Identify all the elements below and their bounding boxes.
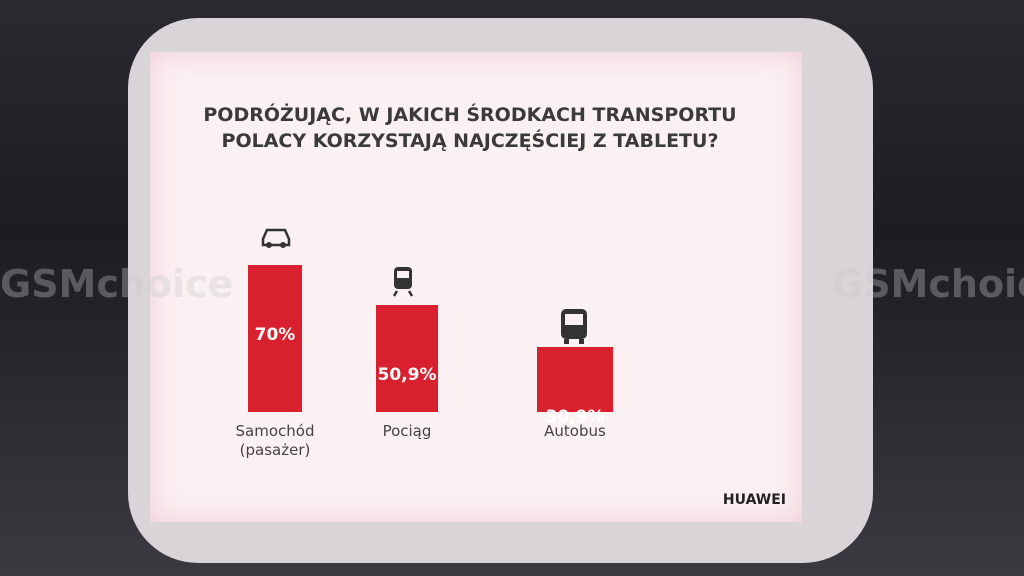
bar: [248, 265, 302, 412]
chart-title: PODRÓŻUJĄC, W JAKICH ŚRODKACH TRANSPORTU…: [203, 104, 737, 152]
bar: [376, 305, 438, 412]
x-tick-label: Autobus: [544, 422, 606, 440]
watermark: GSMchoice: [832, 262, 1024, 306]
icon: [559, 307, 589, 349]
brand: HUAWEI: [722, 492, 786, 508]
icon: [391, 265, 415, 301]
icon: [259, 225, 293, 253]
value-label: 70%: [254, 325, 296, 345]
x-tick-label: Samochód (pasażer): [235, 422, 315, 459]
value-label: 30,9%: [545, 407, 605, 428]
screen: PODRÓŻUJĄC, W JAKICH ŚRODKACH TRANSPORTU…: [150, 52, 802, 522]
bar: [537, 347, 613, 412]
value-label: 50,9%: [377, 365, 437, 386]
watermark: GSMchoice: [0, 262, 234, 306]
x-tick-label: Pociąg: [382, 422, 432, 440]
